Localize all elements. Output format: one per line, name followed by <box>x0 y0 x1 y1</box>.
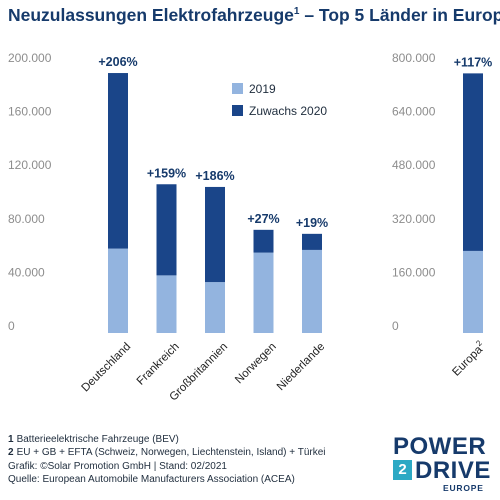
y-tick-label: 40.000 <box>8 265 45 279</box>
legend-swatch <box>232 105 243 116</box>
bar-base-2019 <box>156 275 177 333</box>
footnote-1: 1 Batterieelektrische Fahrzeuge (BEV) <box>8 434 179 445</box>
bar-growth-2020 <box>253 229 274 253</box>
footnote-2: 2 EU + GB + EFTA (Schweiz, Norwegen, Liec… <box>8 447 326 459</box>
bar-base-2019 <box>253 252 274 333</box>
x-category-label: Deutschland <box>80 341 134 395</box>
y-tick-label: 320.000 <box>392 212 436 226</box>
y-tick-label: 0 <box>8 319 15 333</box>
growth-data-label: +19% <box>296 216 328 230</box>
graphic-credit: Grafik: ©Solar Promotion GmbH | Stand: 0… <box>8 460 227 472</box>
power2drive-logo: POWER 2 DRIVE EUROPE <box>393 433 491 493</box>
legend-label: 2019 <box>249 82 276 96</box>
footnotes: 1 Batterieelektrische Fahrzeuge (BEV) 2 EU… <box>8 433 326 487</box>
bar-base-2019 <box>108 248 128 333</box>
y-tick-label: 120.000 <box>8 158 52 172</box>
y-tick-label: 0 <box>392 319 399 333</box>
y-tick-label: 480.000 <box>392 158 436 172</box>
bar-growth-2020 <box>463 73 483 251</box>
bar-base-2019 <box>205 282 225 333</box>
y-tick-label: 200.000 <box>8 51 52 65</box>
growth-data-label: +27% <box>247 212 279 226</box>
bar-growth-2020 <box>302 233 322 250</box>
y-tick-label: 640.000 <box>392 105 436 119</box>
growth-data-label: +186% <box>195 169 234 183</box>
category-footnote: 2 <box>474 338 484 348</box>
legend-swatch <box>232 83 243 94</box>
y-tick-label: 800.000 <box>392 51 436 65</box>
growth-data-label: +206% <box>98 55 137 69</box>
y-tick-label: 160.000 <box>392 265 436 279</box>
bar-base-2019 <box>463 250 483 333</box>
growth-data-label: +117% <box>454 55 493 69</box>
x-category-label: Niederlande <box>275 341 327 393</box>
y-tick-label: 160.000 <box>8 105 52 119</box>
chart-area: 0 40.000 80.000 120.000 160.000 200.000 +206% D… <box>8 51 493 403</box>
chart-title: Neuzulassungen Elektrofahrzeuge1 – Top 5… <box>8 5 500 25</box>
bar-growth-2020 <box>205 186 225 283</box>
x-category-label: Europa2 <box>448 338 489 379</box>
y-tick-label: 80.000 <box>8 212 45 226</box>
source-credit: Quelle: European Automobile Manufacturer… <box>8 474 295 486</box>
legend-label: Zuwachs 2020 <box>249 104 327 118</box>
bar-base-2019 <box>302 249 322 333</box>
x-category-label: Frankreich <box>135 341 182 388</box>
x-category-label: Norwegen <box>233 341 279 387</box>
bar-growth-2020 <box>108 73 128 249</box>
growth-data-label: +159% <box>147 166 186 180</box>
bar-growth-2020 <box>156 184 177 276</box>
